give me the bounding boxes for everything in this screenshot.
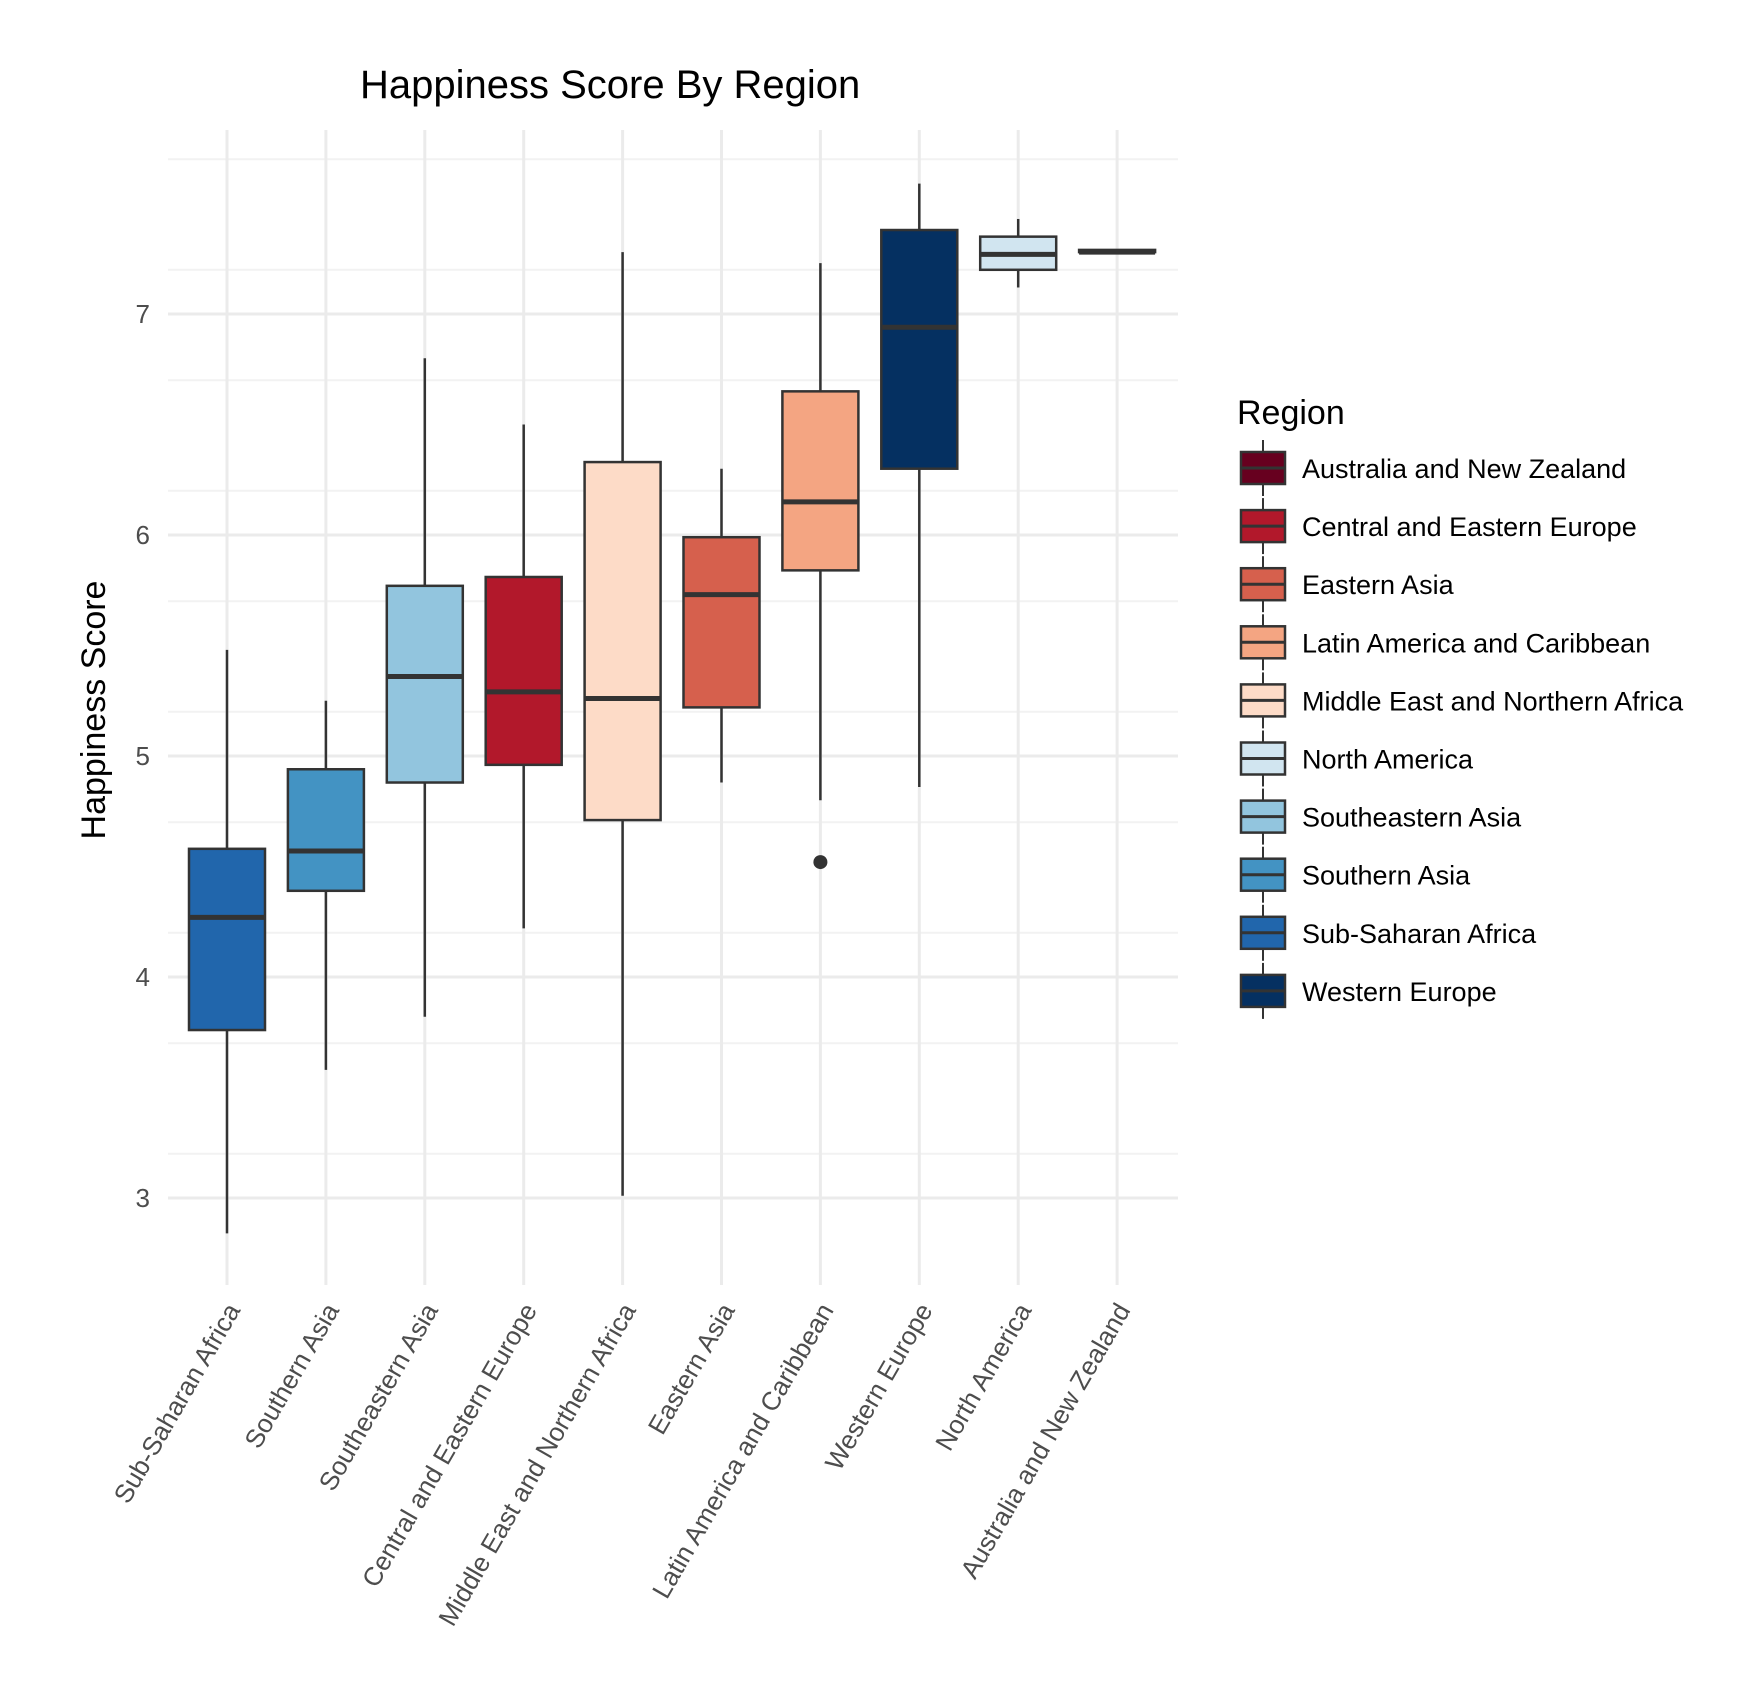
legend-item: Australia and New Zealand bbox=[1239, 440, 1626, 496]
legend-item: North America bbox=[1239, 730, 1474, 787]
legend-item: Middle East and Northern Africa bbox=[1239, 672, 1684, 729]
box-series bbox=[187, 183, 1157, 1234]
legend-item: Southern Asia bbox=[1239, 846, 1471, 903]
x-tick-label: Latin America and Caribbean bbox=[646, 1298, 840, 1603]
legend-label: Western Europe bbox=[1302, 977, 1497, 1007]
legend-item: Sub-Saharan Africa bbox=[1239, 904, 1537, 961]
box-body bbox=[682, 535, 761, 709]
x-tick-label: Australia and New Zealand bbox=[954, 1298, 1136, 1583]
box-central-and-eastern-europe bbox=[484, 424, 563, 929]
legend-label: Southeastern Asia bbox=[1302, 803, 1522, 833]
legend-label: Middle East and Northern Africa bbox=[1302, 686, 1684, 716]
box-body bbox=[781, 390, 860, 572]
x-tick-label: Eastern Asia bbox=[642, 1298, 741, 1440]
box-southeastern-asia bbox=[385, 358, 465, 1017]
box-eastern-asia bbox=[682, 468, 761, 783]
box-latin-america-and-caribbean bbox=[781, 263, 860, 870]
box-sub-saharan-africa bbox=[187, 649, 267, 1234]
legend-label: Australia and New Zealand bbox=[1302, 454, 1626, 484]
box-body bbox=[187, 847, 267, 1032]
legend-label: Eastern Asia bbox=[1302, 570, 1455, 600]
legend-label: Southern Asia bbox=[1302, 861, 1471, 891]
y-tick-label: 5 bbox=[136, 741, 150, 771]
legend-item: Western Europe bbox=[1239, 962, 1497, 1019]
grid-lines bbox=[168, 130, 1178, 1285]
legend-label: Central and Eastern Europe bbox=[1302, 512, 1637, 542]
legend-label: Latin America and Caribbean bbox=[1302, 628, 1650, 658]
legend-title: Region bbox=[1237, 394, 1345, 432]
y-axis-ticks: 3 4 5 6 7 bbox=[136, 299, 150, 1213]
box-middle-east-and-northern-africa bbox=[583, 252, 662, 1196]
box-north-america bbox=[978, 218, 1058, 288]
x-tick-label: Western Europe bbox=[819, 1298, 939, 1475]
legend-item: Central and Eastern Europe bbox=[1239, 498, 1637, 555]
box-southern-asia bbox=[286, 700, 366, 1070]
x-tick-label: Southern Asia bbox=[238, 1298, 345, 1454]
legend: Region Australia and New Zealand Central … bbox=[1237, 394, 1684, 1019]
box-body bbox=[583, 460, 662, 822]
y-tick-label: 7 bbox=[136, 299, 150, 329]
box-body bbox=[484, 575, 563, 767]
chart-title: Happiness Score By Region bbox=[360, 63, 860, 107]
x-tick-label: North America bbox=[929, 1298, 1038, 1456]
box-western-europe bbox=[880, 183, 959, 787]
y-tick-label: 4 bbox=[136, 962, 150, 992]
box-australia-and-new-zealand bbox=[1077, 248, 1157, 255]
x-tick-label: Central and Eastern Europe bbox=[356, 1298, 543, 1592]
legend-item: Latin America and Caribbean bbox=[1239, 614, 1650, 671]
x-tick-label: Sub-Saharan Africa bbox=[107, 1298, 246, 1509]
legend-item: Eastern Asia bbox=[1239, 556, 1455, 613]
y-axis-title: Happiness Score bbox=[75, 581, 113, 840]
x-tick-label: Middle East and Northern Africa bbox=[432, 1298, 642, 1631]
legend-item: Southeastern Asia bbox=[1239, 788, 1522, 845]
legend-label: North America bbox=[1302, 745, 1474, 775]
y-tick-label: 6 bbox=[136, 520, 150, 550]
y-tick-label: 3 bbox=[136, 1183, 150, 1213]
outlier-point bbox=[813, 855, 828, 870]
box-body bbox=[880, 228, 959, 470]
box-body bbox=[286, 768, 366, 893]
legend-label: Sub-Saharan Africa bbox=[1302, 919, 1537, 949]
box-body bbox=[385, 584, 465, 784]
